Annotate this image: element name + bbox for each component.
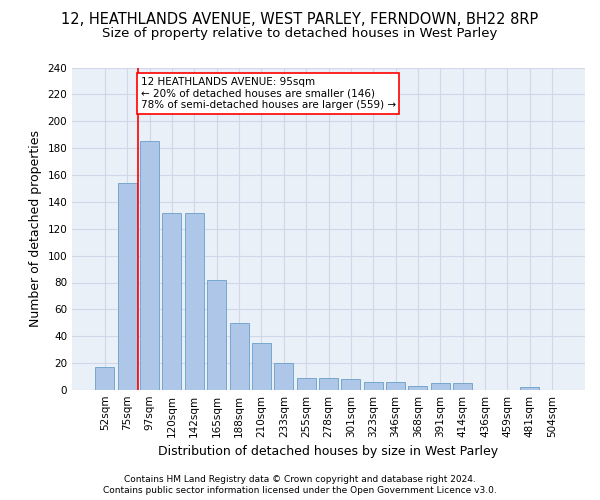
Bar [252,343,271,390]
Text: Size of property relative to detached houses in West Parley: Size of property relative to detached ho… [103,28,497,40]
Text: 12 HEATHLANDS AVENUE: 95sqm
← 20% of detached houses are smaller (146)
78% of se: 12 HEATHLANDS AVENUE: 95sqm ← 20% of det… [140,77,396,110]
Text: Contains HM Land Registry data © Crown copyright and database right 2024.: Contains HM Land Registry data © Crown c… [124,475,476,484]
Bar [95,367,115,390]
Bar [274,363,293,390]
Bar [431,384,450,390]
Bar [118,183,137,390]
Bar [230,323,248,390]
Text: Contains public sector information licensed under the Open Government Licence v3: Contains public sector information licen… [103,486,497,495]
Bar [409,386,427,390]
Bar [453,384,472,390]
Bar [520,388,539,390]
Bar [319,378,338,390]
Bar [140,142,159,390]
Bar [341,379,361,390]
Bar [386,382,405,390]
Bar [163,212,181,390]
Bar [296,378,316,390]
Bar [364,382,383,390]
Bar [207,280,226,390]
X-axis label: Distribution of detached houses by size in West Parley: Distribution of detached houses by size … [158,446,499,458]
Y-axis label: Number of detached properties: Number of detached properties [29,130,42,327]
Text: 12, HEATHLANDS AVENUE, WEST PARLEY, FERNDOWN, BH22 8RP: 12, HEATHLANDS AVENUE, WEST PARLEY, FERN… [61,12,539,28]
Bar [185,212,204,390]
